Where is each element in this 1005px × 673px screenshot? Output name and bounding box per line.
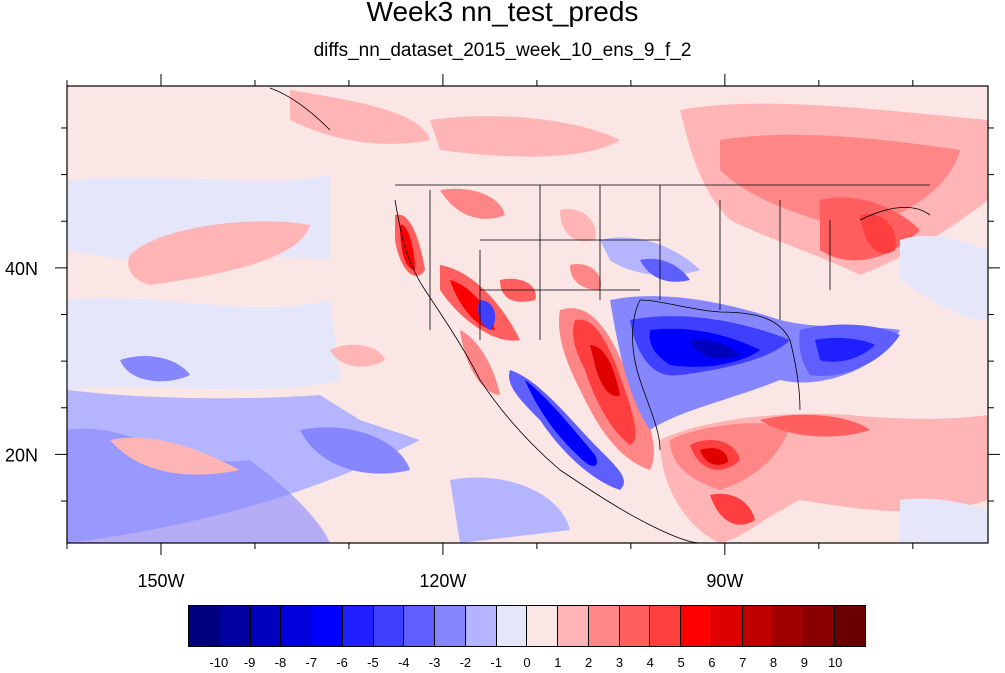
colorbar-swatch [189,606,220,646]
colorbar-label: -4 [397,655,410,670]
colorbar-swatch [404,606,436,646]
colorbar-label: 7 [739,655,747,670]
colorbar-swatch [712,606,743,646]
colorbar-swatch [588,606,620,646]
colorbar-label: 10 [827,655,843,670]
lon-tick-label: 150W [137,571,184,591]
colorbar-label: 2 [585,655,593,670]
colorbar-label: -10 [209,655,229,670]
plot-subtitle: diffs_nn_dataset_2015_week_10_ens_9_f_2 [313,40,692,61]
colorbar-label: 0 [523,655,531,670]
colorbar-label: 8 [769,655,778,670]
colorbar-swatch [681,606,713,646]
colorbar-swatch [773,606,805,646]
lat-tick-label: 40N [5,259,38,279]
plot-title: Week3 nn_test_preds [366,0,639,27]
colorbar-swatch [835,606,865,646]
colorbar-swatch [558,606,589,646]
map-outlines [269,87,931,543]
colorbar-label: -3 [428,655,441,670]
colorbar-label: 9 [800,655,808,670]
colorbar-label: -9 [243,655,256,670]
colorbar-swatch [219,606,251,646]
colorbar-swatch [742,606,774,646]
lat-tick-label: 20N [5,445,38,465]
colorbar [188,605,866,647]
colorbar-label: 3 [615,655,624,670]
colorbar-swatch [527,606,559,646]
colorbar-swatch [342,606,374,646]
axis-ticks [55,74,1000,555]
colorbar-label: -8 [274,655,287,670]
colorbar-swatch [281,606,313,646]
colorbar-label: -5 [367,655,379,670]
colorbar-label: -6 [336,655,348,670]
lon-tick-label: 90W [706,571,743,591]
diff-field-layer [67,86,988,543]
colorbar-swatch [619,606,651,646]
colorbar-swatch [435,606,466,646]
colorbar-label: 1 [554,655,562,670]
colorbar-label: 5 [677,655,685,670]
colorbar-label: -7 [305,655,318,670]
colorbar-swatch [250,606,282,646]
colorbar-label: 6 [708,655,716,670]
colorbar-label: -2 [459,655,472,670]
colorbar-swatch [496,606,528,646]
colorbar-label: 4 [646,655,654,670]
map-plot: 150W 120W 90W 40N 20N [5,74,1000,591]
colorbar-swatch [804,606,836,646]
axis-tick-labels: 150W 120W 90W 40N 20N [5,259,743,591]
lon-tick-label: 120W [419,571,466,591]
colorbar-swatch [312,606,343,646]
colorbar-label: -1 [490,655,502,670]
colorbar-labels: -10 -9 -8 -7 -6 -5 -4 -3 -2 -1 0 1 2 3 4 5 6 7 8 9 10 [188,655,866,673]
colorbar-swatch [650,606,682,646]
colorbar-swatch [465,606,497,646]
colorbar-swatch [373,606,405,646]
